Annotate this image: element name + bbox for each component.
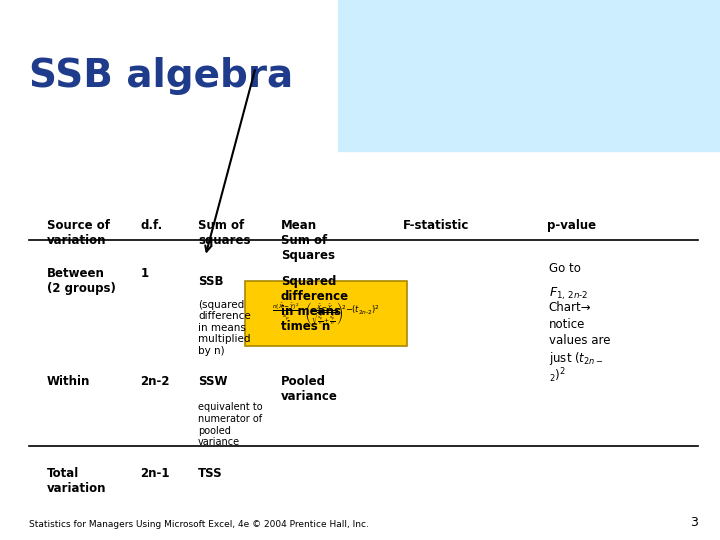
Text: $_{2})^2$: $_{2})^2$ bbox=[549, 366, 565, 385]
Text: SSB: SSB bbox=[198, 275, 223, 288]
Text: SSB algebra: SSB algebra bbox=[29, 57, 293, 94]
Text: p-value: p-value bbox=[547, 219, 596, 232]
Text: Source of
variation: Source of variation bbox=[47, 219, 110, 247]
Text: 3: 3 bbox=[690, 516, 698, 529]
Text: TSS: TSS bbox=[198, 467, 222, 480]
FancyBboxPatch shape bbox=[245, 281, 407, 346]
Text: notice: notice bbox=[549, 318, 585, 330]
Text: 2n-2: 2n-2 bbox=[140, 375, 170, 388]
Text: Within: Within bbox=[47, 375, 90, 388]
Text: Squared
difference
in means
times n: Squared difference in means times n bbox=[281, 275, 349, 333]
Text: $\frac{n(\bar{X}-\bar{Y})^2}{s_p^{\,2}}$$-\!\left(\frac{\bar{X}-\bar{Y}}{\sqrt{\: $\frac{n(\bar{X}-\bar{Y})^2}{s_p^{\,2}}$… bbox=[271, 300, 380, 327]
Text: Pooled
variance: Pooled variance bbox=[281, 375, 338, 403]
Text: Go to: Go to bbox=[549, 262, 580, 275]
Text: equivalent to
numerator of
pooled
variance: equivalent to numerator of pooled varian… bbox=[198, 402, 263, 447]
Text: values are: values are bbox=[549, 334, 610, 347]
Text: Chart→: Chart→ bbox=[549, 301, 591, 314]
Text: Between
(2 groups): Between (2 groups) bbox=[47, 267, 116, 295]
Text: Statistics for Managers Using Microsoft Excel, 4e © 2004 Prentice Hall, Inc.: Statistics for Managers Using Microsoft … bbox=[29, 520, 369, 529]
Text: Sum of
squares: Sum of squares bbox=[198, 219, 251, 247]
Text: SSW: SSW bbox=[198, 375, 228, 388]
Text: Mean
Sum of
Squares: Mean Sum of Squares bbox=[281, 219, 335, 262]
Text: $F_{1,\,2n\text{-}2}$: $F_{1,\,2n\text{-}2}$ bbox=[549, 285, 588, 301]
Text: Total
variation: Total variation bbox=[47, 467, 107, 495]
Text: just $(t_{2n-}$: just $(t_{2n-}$ bbox=[549, 350, 603, 367]
FancyBboxPatch shape bbox=[338, 0, 720, 151]
Text: 1: 1 bbox=[140, 267, 148, 280]
Text: d.f.: d.f. bbox=[140, 219, 163, 232]
Text: F-statistic: F-statistic bbox=[403, 219, 469, 232]
Text: (squared
difference
in means
multiplied
by n): (squared difference in means multiplied … bbox=[198, 300, 251, 356]
Text: 2n-1: 2n-1 bbox=[140, 467, 170, 480]
